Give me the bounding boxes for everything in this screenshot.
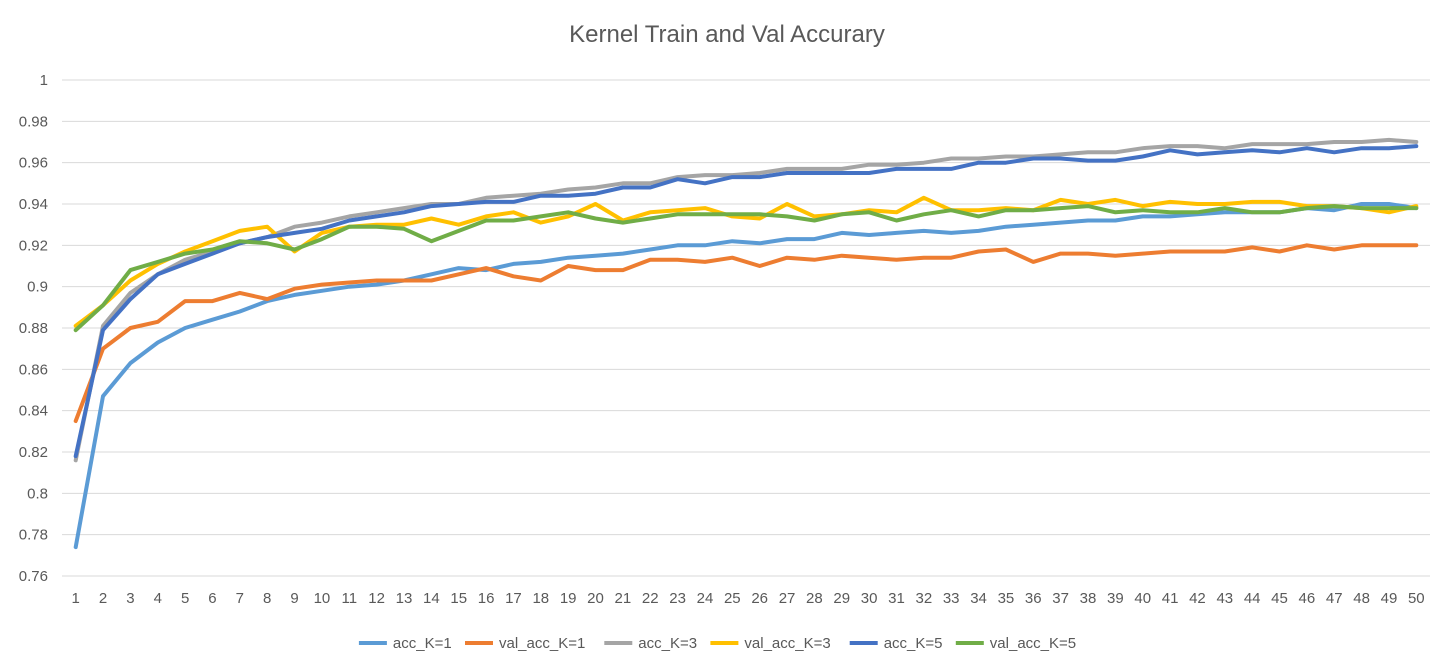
x-tick-label: 12: [368, 590, 385, 607]
x-tick-label: 15: [450, 590, 467, 607]
x-tick-label: 5: [181, 590, 189, 607]
y-tick-label: 0.84: [19, 403, 48, 420]
x-tick-label: 10: [314, 590, 331, 607]
legend-label: acc_K=5: [884, 635, 943, 652]
x-tick-label: 4: [154, 590, 162, 607]
y-tick-label: 0.92: [19, 237, 48, 254]
x-tick-label: 18: [532, 590, 549, 607]
x-tick-label: 25: [724, 590, 741, 607]
y-axis-tick-labels: 0.76 0.78 0.8 0.82 0.84 0.86 0.88 0.9 0.92 0.94 0.…: [19, 72, 48, 585]
gridlines: [62, 79, 1430, 577]
x-tick-label: 48: [1353, 590, 1370, 607]
y-tick-label: 0.8: [27, 485, 48, 502]
x-tick-label: 36: [1025, 590, 1042, 607]
x-tick-label: 42: [1189, 590, 1206, 607]
x-tick-label: 40: [1134, 590, 1151, 607]
series-line-val_acc_K=1: [73, 243, 1419, 423]
x-tick-label: 49: [1381, 590, 1398, 607]
legend-item: acc_K=5: [849, 635, 943, 652]
x-tick-label: 38: [1080, 590, 1097, 607]
x-tick-label: 17: [505, 590, 522, 607]
legend-item: acc_K=3: [604, 635, 697, 652]
x-tick-label: 6: [208, 590, 216, 607]
x-tick-label: 3: [126, 590, 134, 607]
legend-label: acc_K=1: [393, 635, 452, 652]
y-tick-label: 0.9: [27, 279, 48, 296]
x-tick-label: 9: [290, 590, 298, 607]
x-tick-label: 45: [1271, 590, 1288, 607]
series-line-acc_K=5: [73, 144, 1419, 459]
y-tick-label: 0.76: [19, 568, 48, 585]
series-line-acc_K=1: [73, 202, 1419, 550]
y-tick-label: 0.86: [19, 361, 48, 378]
x-tick-label: 30: [861, 590, 878, 607]
x-tick-label: 28: [806, 590, 823, 607]
legend-item: val_acc_K=5: [955, 635, 1076, 652]
y-tick-label: 0.88: [19, 320, 48, 337]
x-tick-label: 37: [1052, 590, 1069, 607]
chart-title: Kernel Train and Val Accurary: [569, 21, 885, 48]
x-tick-label: 23: [669, 590, 686, 607]
x-tick-label: 13: [396, 590, 413, 607]
legend-item: acc_K=1: [358, 635, 452, 652]
series-line-val_acc_K=5: [73, 204, 1419, 333]
y-tick-label: 0.96: [19, 155, 48, 172]
legend-label: val_acc_K=5: [990, 635, 1076, 652]
x-tick-label: 21: [615, 590, 632, 607]
legend-label: val_acc_K=1: [499, 635, 585, 652]
y-tick-label: 0.98: [19, 113, 48, 130]
x-tick-label: 50: [1408, 590, 1425, 607]
x-tick-label: 19: [560, 590, 577, 607]
series-lines: [73, 137, 1419, 550]
y-tick-label: 0.94: [19, 196, 48, 213]
y-tick-label: 1: [40, 72, 48, 89]
y-tick-label: 0.78: [19, 527, 48, 544]
x-tick-label: 26: [751, 590, 768, 607]
series-line-acc_K=3: [73, 137, 1419, 463]
legend: acc_K=1 val_acc_K=1 acc_K=3 val_acc_K=3 acc_…: [358, 635, 1076, 652]
x-tick-label: 33: [943, 590, 960, 607]
x-axis-tick-labels: 1 2 3 4 5 6 7 8 9 10 11 12 13 14 15 16 17 18 19 20 21 22 23 24 2…: [72, 590, 1425, 607]
x-tick-label: 46: [1299, 590, 1316, 607]
x-tick-label: 7: [236, 590, 244, 607]
x-tick-label: 20: [587, 590, 604, 607]
x-tick-label: 39: [1107, 590, 1124, 607]
x-tick-label: 35: [998, 590, 1015, 607]
x-tick-label: 22: [642, 590, 659, 607]
x-tick-label: 47: [1326, 590, 1343, 607]
x-tick-label: 8: [263, 590, 271, 607]
y-tick-label: 0.82: [19, 444, 48, 461]
x-tick-label: 1: [72, 590, 80, 607]
x-tick-label: 14: [423, 590, 440, 607]
legend-item: val_acc_K=3: [710, 635, 831, 652]
x-tick-label: 44: [1244, 590, 1261, 607]
legend-label: acc_K=3: [638, 635, 697, 652]
x-tick-label: 27: [779, 590, 796, 607]
x-tick-label: 11: [341, 590, 357, 607]
x-tick-label: 43: [1216, 590, 1233, 607]
x-tick-label: 31: [888, 590, 905, 607]
x-tick-label: 24: [697, 590, 714, 607]
x-tick-label: 2: [99, 590, 107, 607]
legend-item: val_acc_K=1: [465, 635, 585, 652]
x-tick-label: 29: [833, 590, 850, 607]
x-tick-label: 41: [1162, 590, 1179, 607]
x-tick-label: 32: [915, 590, 932, 607]
x-tick-label: 34: [970, 590, 987, 607]
legend-label: val_acc_K=3: [744, 635, 830, 652]
x-tick-label: 16: [478, 590, 495, 607]
